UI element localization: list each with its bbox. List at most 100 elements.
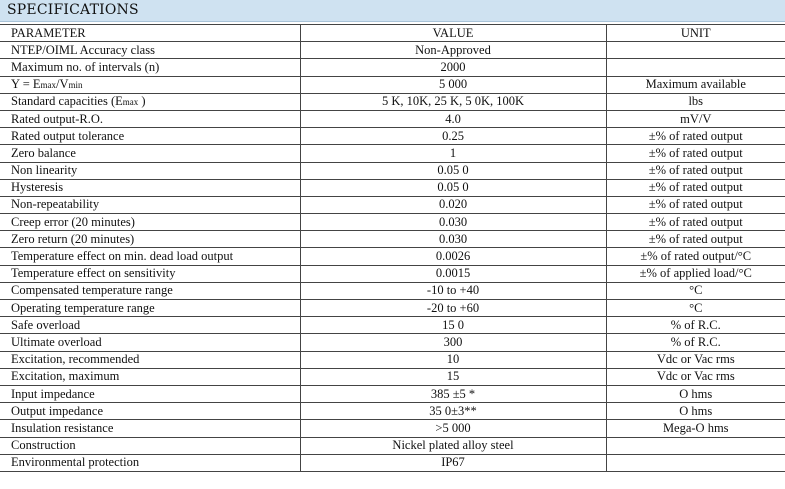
parameter-cell: Hysteresis bbox=[0, 178, 301, 197]
table-row: Operating temperature range -20 to +60 °C bbox=[0, 298, 785, 318]
unit-cell: ±% of rated output/°C bbox=[605, 247, 785, 266]
parameter-cell: Maximum no. of intervals (n) bbox=[0, 58, 301, 77]
header-parameter: PARAMETER bbox=[0, 23, 301, 43]
table-row: Non linearity 0.05 0 ±% of rated output bbox=[0, 161, 785, 180]
table-row: Excitation, maximum 15 Vdc or Vac rms bbox=[0, 367, 785, 386]
unit-cell: % of R.C. bbox=[605, 316, 785, 335]
unit-cell: ±% of rated output bbox=[605, 178, 785, 197]
value-cell: 1 bbox=[299, 144, 607, 163]
value-cell: 15 0 bbox=[299, 316, 607, 335]
value-cell: >5 000 bbox=[299, 419, 607, 438]
parameter-cell: Ultimate overload bbox=[0, 333, 301, 352]
value-cell: 0.0026 bbox=[299, 247, 607, 266]
table-row: NTEP/OIML Accuracy class Non-Approved bbox=[0, 41, 785, 60]
value-cell: -20 to +60 bbox=[299, 298, 607, 318]
table-row: Standard capacities (Emax ) 5 K, 10K, 25 … bbox=[0, 92, 785, 111]
table-row: Input impedance 385 ±5 * O hms bbox=[0, 384, 785, 404]
unit-cell: mV/V bbox=[605, 109, 785, 129]
value-cell: 0.05 0 bbox=[299, 161, 607, 180]
table-row: Rated output tolerance 0.25 ±% of rated ou… bbox=[0, 127, 785, 146]
table-row: Safe overload 15 0% of R.C. bbox=[0, 316, 785, 335]
value-cell: 0.020 bbox=[299, 195, 607, 215]
unit-cell: ±% of rated output bbox=[605, 230, 785, 249]
table-row: Insulation resistance >5 000 Mega-O hms bbox=[0, 419, 785, 438]
specifications-table: PARAMETER VALUE UNIT NTEP/OIML Accuracy … bbox=[0, 23, 785, 472]
parameter-cell: Zero balance bbox=[0, 144, 301, 163]
parameter-cell: Temperature effect on min. dead load out… bbox=[0, 247, 301, 266]
value-cell: 5 000 bbox=[299, 75, 607, 94]
parameter-cell: Temperature effect on sensitivity bbox=[0, 264, 301, 283]
value-cell: 5 K, 10K, 25 K, 5 0K, 100K bbox=[299, 92, 607, 111]
parameter-cell: Creep error (20 minutes) bbox=[0, 213, 301, 232]
table-row: Zero return (20 minutes) 0.030 ±% of rated… bbox=[0, 230, 785, 249]
unit-cell: ±% of rated output bbox=[605, 127, 785, 146]
unit-cell bbox=[605, 41, 785, 60]
parameter-cell: Non-repeatability bbox=[0, 195, 301, 215]
unit-cell: ±% of applied load/°C bbox=[605, 264, 785, 283]
unit-cell: °C bbox=[605, 281, 785, 301]
unit-cell: °C bbox=[605, 298, 785, 318]
parameter-cell: Rated output-R.O. bbox=[0, 109, 301, 129]
parameter-cell: Excitation, maximum bbox=[0, 367, 301, 386]
unit-cell: ±% of rated output bbox=[605, 161, 785, 180]
header-unit: UNIT bbox=[605, 23, 785, 43]
parameter-cell: Operating temperature range bbox=[0, 298, 301, 318]
parameter-cell: Safe overload bbox=[0, 316, 301, 335]
table-row: Maximum no. of intervals (n) 2000 bbox=[0, 58, 785, 77]
unit-cell bbox=[605, 436, 785, 455]
table-row: Creep error (20 minutes) 0.030 ±% of rated… bbox=[0, 213, 785, 232]
table-header-row: PARAMETER VALUE UNIT bbox=[0, 23, 785, 43]
parameter-cell: Excitation, recommended bbox=[0, 350, 301, 369]
value-cell: 0.0015 bbox=[299, 264, 607, 283]
table-row: Ultimate overload 300% of R.C. bbox=[0, 333, 785, 352]
unit-cell: Vdc or Vac rms bbox=[605, 367, 785, 386]
table-row: Compensated temperature range -10 to +40 °… bbox=[0, 281, 785, 301]
table-row: Temperature effect on min. dead load out… bbox=[0, 247, 785, 266]
value-cell: 2000 bbox=[299, 58, 607, 77]
value-cell: 0.05 0 bbox=[299, 178, 607, 197]
value-cell: 35 0±3** bbox=[299, 402, 607, 421]
value-cell: -10 to +40 bbox=[299, 281, 607, 301]
value-cell: 385 ±5 * bbox=[299, 384, 607, 404]
table-row: Non-repeatability 0.020 ±% of rated output bbox=[0, 195, 785, 215]
section-title: SPECIFICATIONS bbox=[0, 0, 785, 22]
unit-cell: lbs bbox=[605, 92, 785, 111]
value-cell: 300 bbox=[299, 333, 607, 352]
unit-cell: ±% of rated output bbox=[605, 195, 785, 215]
unit-cell: Vdc or Vac rms bbox=[605, 350, 785, 369]
parameter-cell: Y = Emax/Vmin bbox=[0, 75, 301, 94]
unit-cell: ±% of rated output bbox=[605, 213, 785, 232]
unit-cell: O hms bbox=[605, 402, 785, 421]
parameter-cell: Rated output tolerance bbox=[0, 127, 301, 146]
parameter-cell: Standard capacities (Emax ) bbox=[0, 92, 301, 111]
parameter-cell: Zero return (20 minutes) bbox=[0, 230, 301, 249]
parameter-cell: Environmental protection bbox=[0, 453, 301, 472]
table-row: Output impedance 35 0±3** O hms bbox=[0, 402, 785, 421]
unit-cell: O hms bbox=[605, 384, 785, 404]
unit-cell: ±% of rated output bbox=[605, 144, 785, 163]
table-row: Hysteresis 0.05 0 ±% of rated output bbox=[0, 178, 785, 197]
value-cell: IP67 bbox=[299, 453, 607, 472]
table-row: Environmental protection IP67 bbox=[0, 453, 785, 472]
value-cell: 0.030 bbox=[299, 230, 607, 249]
unit-cell bbox=[605, 453, 785, 472]
unit-cell: Maximum available bbox=[605, 75, 785, 94]
parameter-cell: Insulation resistance bbox=[0, 419, 301, 438]
parameter-cell: Input impedance bbox=[0, 384, 301, 404]
parameter-cell: NTEP/OIML Accuracy class bbox=[0, 41, 301, 60]
table-row: Construction Nickel plated alloy steel bbox=[0, 436, 785, 455]
table-row: Zero balance 1 ±% of rated output bbox=[0, 144, 785, 163]
header-value: VALUE bbox=[299, 23, 607, 43]
value-cell: Non-Approved bbox=[299, 41, 607, 60]
unit-cell: % of R.C. bbox=[605, 333, 785, 352]
parameter-cell: Non linearity bbox=[0, 161, 301, 180]
value-cell: Nickel plated alloy steel bbox=[299, 436, 607, 455]
value-cell: 4.0 bbox=[299, 109, 607, 129]
table-row: Y = Emax/Vmin 5 000 Maximum available bbox=[0, 75, 785, 94]
table-row: Excitation, recommended 10 Vdc or Vac rms bbox=[0, 350, 785, 369]
value-cell: 0.25 bbox=[299, 127, 607, 146]
value-cell: 0.030 bbox=[299, 213, 607, 232]
value-cell: 10 bbox=[299, 350, 607, 369]
unit-cell: Mega-O hms bbox=[605, 419, 785, 438]
parameter-cell: Compensated temperature range bbox=[0, 281, 301, 301]
